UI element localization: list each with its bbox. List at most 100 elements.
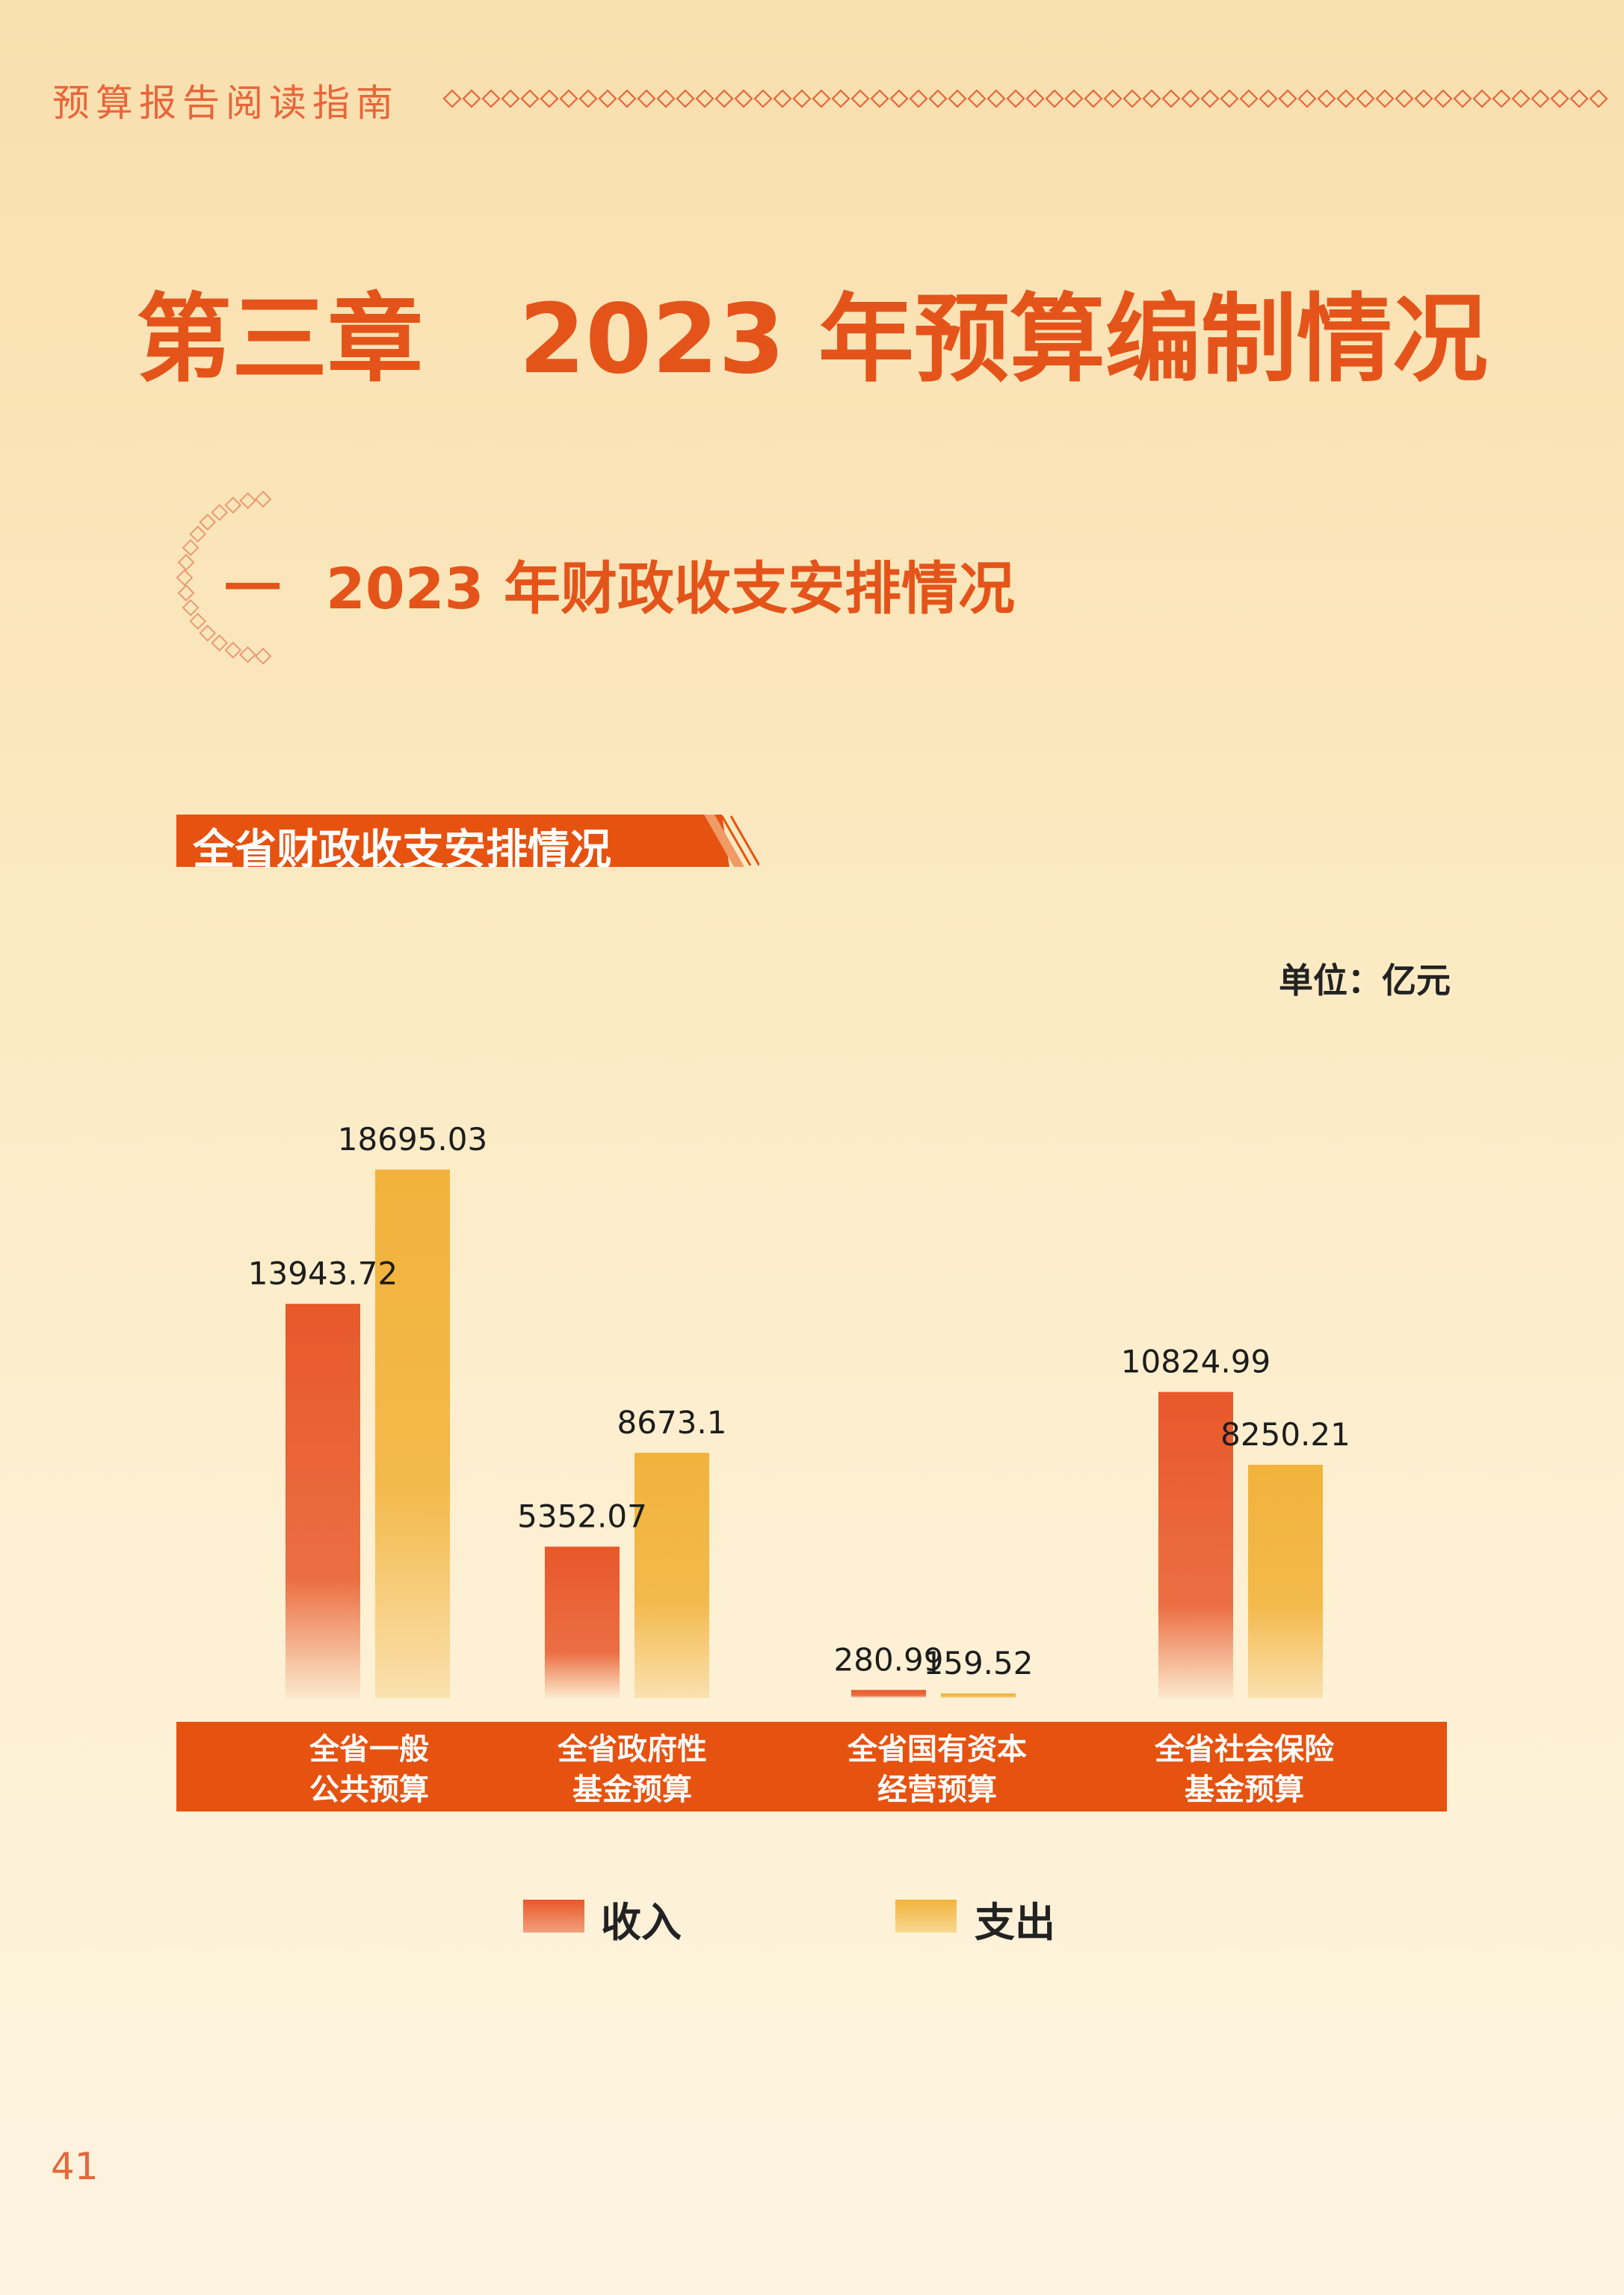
header-diamond — [1259, 89, 1278, 108]
category-label-line: 全省国有资本 — [847, 1732, 1027, 1767]
unit-label: 单位：亿元 — [1279, 960, 1451, 1001]
legend-swatch-expense — [895, 1900, 957, 1933]
ornament-diamond — [176, 569, 194, 587]
header-diamond — [598, 89, 617, 108]
header-diamond — [850, 89, 870, 108]
header-diamond-pattern — [442, 89, 1608, 108]
header-diamond — [1433, 89, 1453, 108]
header-diamond — [637, 89, 656, 108]
legend-swatch-income — [523, 1900, 584, 1933]
header-diamond — [1064, 89, 1084, 108]
header-diamond — [520, 89, 540, 108]
header-diamond — [1123, 89, 1142, 108]
header-diamond — [1317, 89, 1336, 108]
header-diamond — [1045, 89, 1064, 108]
ornament-diamond — [211, 634, 229, 652]
header-diamond — [1569, 89, 1589, 108]
header-diamond — [578, 89, 598, 108]
ornament-diamond — [177, 584, 195, 602]
header-diamond — [1181, 89, 1200, 108]
section-number: 一 — [224, 555, 281, 622]
header-diamond — [1161, 89, 1181, 108]
ornament-diamond — [254, 490, 272, 508]
bar-chart: 13943.72 5352.07 280.99 10824.99 18695.03 867… — [248, 1121, 1350, 1698]
chart-banner — [176, 815, 759, 867]
header-diamond — [1511, 89, 1531, 108]
bar-expense-0 — [375, 1170, 450, 1698]
header-diamond — [1589, 89, 1608, 108]
value-label-expense-2: 159.52 — [924, 1645, 1034, 1681]
bar-expense-1 — [635, 1453, 709, 1698]
ornament-diamond — [189, 612, 207, 630]
header-diamond — [617, 89, 637, 108]
ornament-diamond — [224, 496, 242, 514]
legend-label-income: 收入 — [601, 1899, 682, 1946]
value-label-income-2: 280.99 — [834, 1641, 944, 1678]
category-label-line: 全省社会保险 — [1155, 1732, 1334, 1767]
ornament-diamond — [182, 539, 200, 557]
ornament-diamond — [254, 647, 272, 665]
header-diamond — [1453, 89, 1472, 108]
header-diamond — [734, 89, 753, 108]
section-ornament-icon — [176, 490, 272, 665]
bar-income-0 — [285, 1303, 360, 1698]
category-label-line: 基金预算 — [572, 1773, 692, 1807]
header-diamond — [1006, 89, 1025, 108]
header-diamond — [442, 89, 462, 108]
header-diamond — [1084, 89, 1103, 108]
header-diamond — [928, 89, 948, 108]
header-diamond — [1395, 89, 1414, 108]
header-diamond — [1220, 89, 1239, 108]
header-diamond — [481, 89, 501, 108]
ornament-diamond — [239, 492, 256, 510]
header-diamond — [792, 89, 812, 108]
header-diamond — [1142, 89, 1161, 108]
header-diamond — [1375, 89, 1395, 108]
header-diamond — [1239, 89, 1259, 108]
header-diamond — [1103, 89, 1123, 108]
header-diamond — [1550, 89, 1569, 108]
header-diamond — [987, 89, 1006, 108]
header-diamond — [501, 89, 520, 108]
section-title: 一 2023 年财政收支安排情况 — [224, 543, 1015, 625]
chapter-title: 第三章 2023 年预算编制情况 — [136, 284, 1488, 395]
header-diamond — [773, 89, 792, 108]
page-number: 41 — [51, 2145, 99, 2188]
header-diamond — [695, 89, 714, 108]
category-label-1: 全省政府性 基金预算 — [520, 1729, 744, 1810]
ornament-diamond — [224, 641, 242, 659]
header-diamond — [714, 89, 734, 108]
header-diamond — [1414, 89, 1433, 108]
category-label-line: 基金预算 — [1185, 1773, 1304, 1807]
header-diamond — [1336, 89, 1356, 108]
ornament-diamond — [199, 624, 217, 642]
header-title: 预算报告阅读指南 — [52, 81, 399, 125]
header-diamond — [870, 89, 889, 108]
ornament-diamond — [177, 554, 195, 571]
category-label-line: 全省政府性 — [558, 1732, 707, 1767]
header-diamond — [1531, 89, 1550, 108]
ornament-diamond — [182, 599, 200, 617]
header-diamond — [967, 89, 987, 108]
header-diamond — [656, 89, 676, 108]
header-diamond — [559, 89, 578, 108]
header-diamond — [676, 89, 695, 108]
value-label-income-3: 10824.99 — [1121, 1344, 1271, 1380]
ornament-diamond — [211, 504, 229, 522]
value-label-income-0: 13943.72 — [248, 1255, 398, 1292]
value-label-expense-1: 8673.1 — [617, 1404, 727, 1441]
header-diamond — [831, 89, 850, 108]
bar-expense-2 — [941, 1693, 1016, 1698]
ornament-diamond — [199, 513, 217, 531]
value-label-income-1: 5352.07 — [517, 1498, 647, 1535]
header-diamond — [753, 89, 773, 108]
header-diamond — [948, 89, 967, 108]
header-diamond — [462, 89, 481, 108]
bar-expense-3 — [1248, 1464, 1323, 1698]
header-diamond — [1492, 89, 1511, 108]
category-label-line: 经营预算 — [877, 1773, 997, 1807]
ornament-diamond — [189, 525, 207, 543]
bar-income-2 — [851, 1690, 926, 1698]
header-diamond — [1025, 89, 1045, 108]
header-diamond — [1200, 89, 1220, 108]
